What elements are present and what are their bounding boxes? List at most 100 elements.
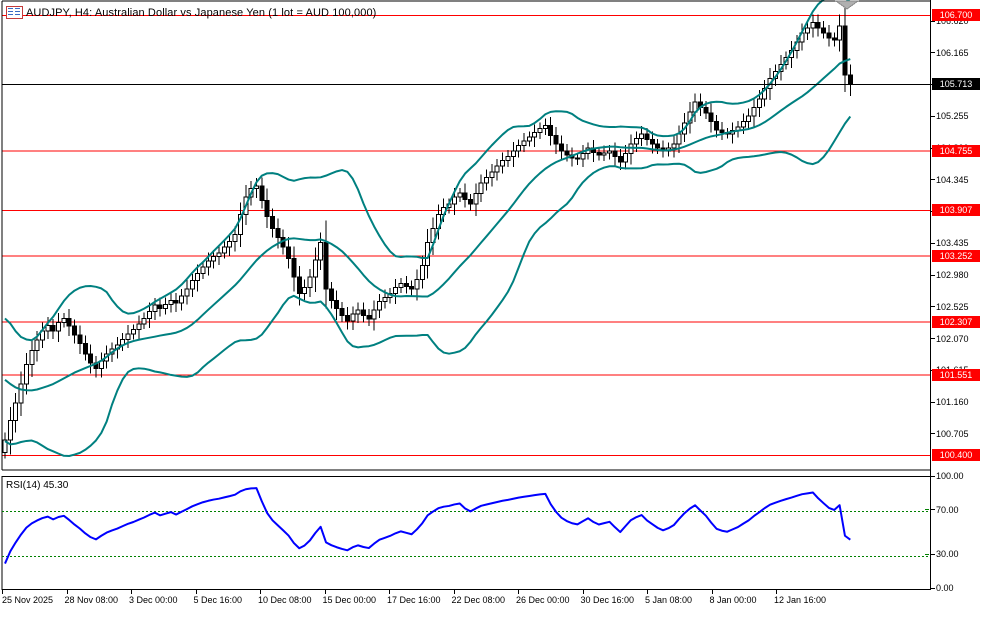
rsi-tick-mark	[930, 509, 935, 511]
candle	[751, 107, 757, 117]
candle	[344, 315, 350, 322]
candle	[50, 324, 56, 332]
sr-price-badge[interactable]: 103.252	[932, 250, 980, 263]
sr-price-badge[interactable]: 100.400	[932, 449, 980, 462]
candle	[633, 137, 639, 145]
time-tick-mark	[66, 590, 68, 594]
price-tick-mark	[930, 433, 935, 435]
rsi-tick-mark	[930, 587, 935, 589]
candle	[542, 125, 548, 130]
candle	[746, 115, 752, 123]
candle	[163, 303, 168, 310]
candle	[2, 439, 8, 453]
candle	[232, 234, 238, 243]
bollinger-upper-band	[4, 0, 851, 342]
candle	[719, 129, 725, 134]
candle	[580, 153, 586, 160]
candle	[623, 153, 629, 163]
candle	[703, 107, 709, 114]
price-tick-mark	[930, 274, 935, 276]
candle	[34, 339, 40, 352]
time-tick-mark	[711, 590, 713, 594]
candle	[237, 213, 243, 236]
candle	[173, 299, 179, 304]
sr-price-badge[interactable]: 101.551	[932, 368, 980, 381]
time-tick-mark	[324, 590, 326, 594]
time-tick-label: 5 Dec 16:00	[193, 595, 243, 605]
sr-price-badge[interactable]: 106.700	[932, 9, 980, 22]
candle	[270, 215, 275, 229]
time-tick-mark	[2, 590, 3, 594]
rsi-tick-mark	[930, 553, 935, 555]
chart-shift-marker-icon[interactable]	[834, 0, 860, 10]
candle	[355, 309, 361, 315]
candle	[350, 313, 356, 322]
time-tick-label: 25 Nov 2025	[2, 595, 54, 605]
candle	[398, 283, 404, 289]
candle	[639, 133, 645, 139]
price-tick-mark	[930, 179, 935, 181]
candle	[574, 157, 580, 160]
candle	[29, 350, 35, 366]
candle	[259, 185, 265, 201]
price-tick-mark	[930, 52, 935, 54]
time-tick-mark	[131, 590, 132, 594]
sr-price-badge[interactable]: 103.907	[932, 204, 980, 217]
candle	[195, 273, 201, 282]
rsi-indicator-plot[interactable]	[0, 476, 930, 590]
candle	[66, 317, 72, 327]
candle	[82, 343, 88, 355]
candle	[146, 310, 152, 319]
candle	[296, 276, 302, 294]
candle	[494, 165, 500, 173]
candle	[130, 329, 136, 335]
time-tick-mark	[582, 590, 584, 594]
candle	[607, 150, 613, 154]
candles	[2, 6, 853, 459]
rsi-level-mark	[925, 553, 929, 555]
candle	[403, 283, 409, 287]
candle	[286, 246, 292, 259]
price-tick-label: 102.070	[936, 333, 969, 344]
candle	[805, 27, 810, 34]
time-tick-label: 3 Dec 00:00	[129, 595, 178, 605]
rsi-indicator-label: RSI(14) 45.30	[6, 480, 69, 491]
candle	[510, 150, 516, 157]
candle	[216, 252, 222, 257]
candle	[419, 264, 425, 280]
candle	[612, 150, 618, 157]
candle	[205, 260, 211, 268]
candle	[558, 143, 564, 152]
time-tick-label: 22 Dec 08:00	[451, 595, 506, 605]
time-tick-label: 10 Dec 08:00	[258, 595, 312, 605]
candle	[211, 255, 217, 262]
sr-price-badge[interactable]: 102.307	[932, 316, 980, 329]
candle	[826, 32, 832, 39]
main-chart-plot[interactable]	[0, 0, 930, 471]
candle	[821, 27, 827, 34]
candle	[548, 125, 554, 137]
candle	[815, 21, 821, 29]
candle	[489, 171, 495, 178]
price-tick-label: 103.435	[936, 238, 969, 249]
current-price-badge: 105.713	[932, 78, 980, 91]
rsi-axis-label: 30.00	[936, 549, 959, 560]
rsi-level-mark	[925, 509, 929, 511]
time-tick-label: 26 Dec 00:00	[516, 595, 570, 605]
candle	[649, 139, 655, 145]
price-tick-label: 101.160	[936, 397, 969, 408]
candle	[708, 112, 714, 123]
candle	[655, 143, 661, 149]
time-tick-mark	[389, 590, 390, 594]
candle	[414, 278, 420, 290]
price-tick-mark	[930, 338, 935, 340]
candle	[312, 259, 318, 278]
candle	[462, 192, 468, 201]
candle	[467, 199, 473, 205]
candle	[532, 132, 538, 138]
candle	[7, 419, 13, 441]
sr-price-badge[interactable]: 104.755	[932, 145, 980, 158]
candle	[179, 295, 185, 304]
candle	[275, 227, 281, 238]
price-tick-mark	[930, 306, 935, 308]
